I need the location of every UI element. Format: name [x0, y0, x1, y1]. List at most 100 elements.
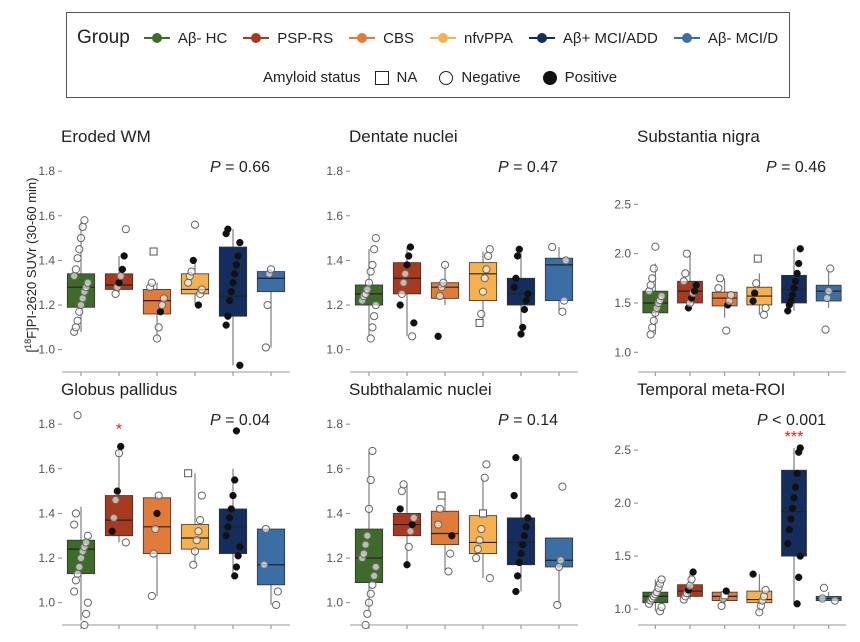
point-negative: [761, 585, 770, 595]
point-negative: [439, 278, 448, 287]
point-negative: [408, 332, 417, 341]
point-negative: [482, 460, 491, 469]
point-negative: [726, 290, 736, 300]
point-positive: [513, 252, 522, 260]
point-na: [753, 254, 762, 263]
point-negative: [149, 549, 158, 558]
p-value-text: = 0.46: [777, 159, 826, 176]
point-positive: [795, 259, 803, 268]
point-negative: [556, 556, 565, 565]
point-negative: [73, 316, 82, 325]
legend-swatch-icon: [349, 31, 376, 45]
panel: Globus pallidus P = 0.04 1.0 1.2 1.4 1.6 1.8 *: [38, 380, 290, 630]
y-tick-label: 1.2: [38, 551, 55, 565]
y-tick-label: 1.2: [326, 298, 343, 312]
point-negative: [475, 536, 484, 545]
point-negative: [399, 278, 408, 287]
point-negative: [399, 480, 408, 489]
legend-label: Aβ- MCI/D: [707, 29, 779, 47]
point-positive: [232, 427, 241, 435]
point-positive: [524, 514, 532, 522]
point-positive: [231, 476, 239, 484]
p-value: P = 0.46: [766, 159, 826, 176]
y-tick-label: 1.4: [326, 253, 343, 267]
point-positive: [517, 549, 525, 558]
y-tick-label: 1.6: [326, 462, 343, 476]
point-positive: [232, 563, 241, 571]
p-value: P = 0.04: [210, 412, 270, 429]
point-positive: [232, 261, 241, 269]
point-negative: [397, 487, 406, 496]
point-positive: [788, 291, 797, 299]
point-positive: [790, 284, 798, 292]
point-negative: [83, 278, 92, 287]
y-tick-label: 2.5: [614, 443, 631, 457]
y-tick-label: 1.4: [38, 253, 55, 267]
point-negative: [261, 343, 270, 352]
point-negative: [361, 540, 370, 549]
point-positive: [519, 541, 527, 549]
point-negative: [371, 562, 380, 572]
point-negative: [406, 527, 415, 536]
point-negative: [819, 583, 829, 593]
point-positive: [115, 279, 123, 287]
point-positive: [793, 600, 801, 608]
point-positive: [784, 539, 792, 548]
point-negative: [830, 596, 840, 605]
point-positive: [512, 274, 520, 282]
y-tick-label: 1.8: [326, 417, 343, 431]
legend-item-group: PSP-RS: [243, 30, 333, 47]
panel-title: Globus pallidus: [61, 380, 177, 399]
point-na: [437, 491, 446, 500]
point-negative: [648, 323, 657, 332]
point-negative: [477, 524, 486, 534]
point-negative: [154, 323, 163, 332]
point-negative: [759, 310, 769, 319]
point-negative: [70, 271, 79, 281]
point-negative: [73, 411, 82, 420]
y-tick-label: 1.4: [326, 506, 343, 520]
point-negative: [560, 296, 569, 305]
legend: Group Aβ- HC PSP-RS CBS nfvPPA Aβ+ MCI/ADD Aβ…: [66, 12, 790, 98]
point-negative: [263, 300, 272, 310]
box: [256, 528, 286, 586]
y-axis-label-part: F]PI-2620 SUVr (30-60 min): [24, 178, 39, 339]
point-negative: [826, 264, 835, 273]
y-tick-label: 1.6: [38, 209, 55, 223]
point-negative: [649, 316, 658, 325]
legend-amyloid-row: Amyloid status NA Negative Positive: [263, 69, 639, 86]
box: [468, 515, 498, 554]
point-negative: [435, 292, 444, 301]
legend-label: Negative: [461, 69, 521, 86]
point-positive: [515, 558, 523, 567]
point-positive: [692, 281, 700, 289]
point-negative: [752, 279, 761, 288]
point-positive: [793, 469, 801, 478]
point-negative: [363, 285, 372, 294]
point-positive: [520, 305, 529, 314]
point-positive: [517, 330, 525, 338]
point-negative: [401, 269, 410, 278]
point-negative: [361, 620, 370, 630]
point-negative: [359, 549, 368, 558]
point-negative: [397, 289, 406, 298]
p-value-text: = 0.66: [221, 159, 270, 176]
point-positive: [113, 487, 121, 495]
point-negative: [121, 538, 130, 547]
point-positive: [234, 252, 242, 260]
p-value-text: = 0.47: [509, 159, 558, 176]
point-negative: [478, 287, 488, 296]
point-negative: [477, 309, 486, 319]
point-positive: [795, 573, 803, 581]
panel-title: Subthalamic nuclei: [349, 380, 492, 399]
point-negative: [147, 591, 156, 601]
point-positive: [689, 568, 697, 576]
y-tick-label: 1.2: [38, 298, 55, 312]
point-negative: [657, 602, 666, 612]
point-negative: [646, 330, 655, 339]
point-positive: [791, 483, 800, 491]
point-positive: [796, 444, 804, 452]
point-positive: [791, 277, 800, 285]
point-negative: [363, 609, 372, 618]
point-positive: [749, 297, 757, 305]
